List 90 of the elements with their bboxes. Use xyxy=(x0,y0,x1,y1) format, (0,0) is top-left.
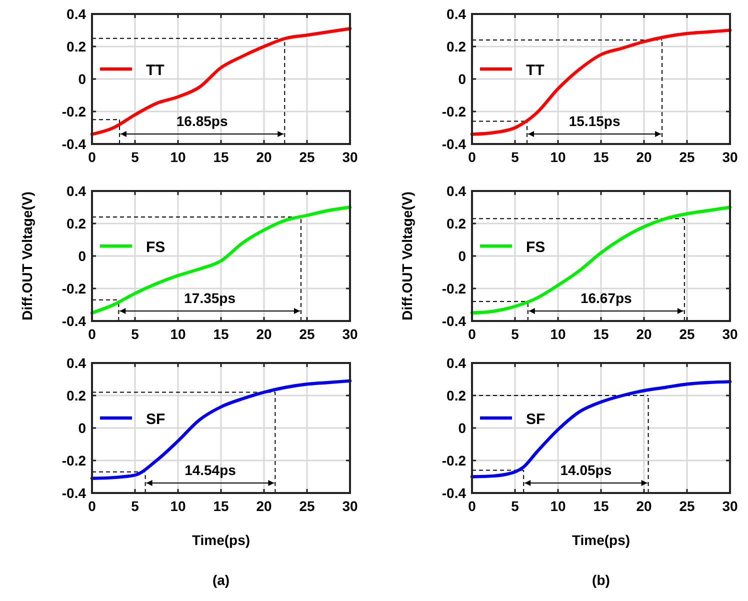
annotation: 16.67ps xyxy=(580,290,632,306)
x-tick-label: 5 xyxy=(131,326,140,342)
x-tick-label: 15 xyxy=(213,326,229,342)
x-axis-title: Time(ps) xyxy=(572,532,630,548)
x-tick-label: 25 xyxy=(299,149,315,165)
y-tick-label: -0.4 xyxy=(62,313,86,329)
x-tick-label: 0 xyxy=(468,149,476,165)
y-tick-label: -0.4 xyxy=(62,485,86,501)
x-tick-label: 10 xyxy=(550,498,566,514)
x-tick-label: 15 xyxy=(593,326,609,342)
y-tick-label: 0 xyxy=(78,71,86,87)
text: (a) xyxy=(212,572,230,588)
x-tick-label: 25 xyxy=(679,149,695,165)
x-tick-label: 20 xyxy=(636,326,652,342)
x-tick-label: 20 xyxy=(256,498,272,514)
y-tick-label: -0.2 xyxy=(62,452,86,468)
x-tick-label: 0 xyxy=(468,326,476,342)
x-tick-label: 25 xyxy=(679,326,695,342)
x-tick-label: 0 xyxy=(468,498,476,514)
y-tick-label: 0.4 xyxy=(66,6,86,22)
x-tick-label: 0 xyxy=(88,326,96,342)
x-tick-label: 20 xyxy=(256,149,272,165)
annotation: 14.54ps xyxy=(184,462,236,478)
x-tick-label: 5 xyxy=(511,149,520,165)
x-axis-title: Time(ps) xyxy=(192,532,250,548)
x-tick-label: 30 xyxy=(342,149,358,165)
x-tick-label: 30 xyxy=(342,326,358,342)
y-tick-label: -0.4 xyxy=(442,485,466,501)
y-tick-label: -0.2 xyxy=(62,104,86,120)
x-tick-label: 20 xyxy=(636,498,652,514)
y-tick-label: -0.2 xyxy=(442,452,466,468)
x-tick-label: 30 xyxy=(342,498,358,514)
x-tick-label: 30 xyxy=(722,149,738,165)
annotation: 15.15ps xyxy=(568,113,620,129)
y-tick-label: 0 xyxy=(458,248,466,264)
x-tick-label: 15 xyxy=(213,149,229,165)
x-tick-label: 15 xyxy=(593,149,609,165)
x-tick-label: 15 xyxy=(213,498,229,514)
y-tick-label: 0.4 xyxy=(446,183,466,199)
y-tick-label: -0.2 xyxy=(62,280,86,296)
annotation: 14.05ps xyxy=(560,462,612,478)
y-axis-title: Diff.OUT Voltage(V) xyxy=(19,192,35,320)
x-tick-label: 20 xyxy=(256,326,272,342)
y-tick-label: 0.2 xyxy=(446,388,466,404)
y-tick-label: 0 xyxy=(78,420,86,436)
y-tick-label: 0.2 xyxy=(446,216,466,232)
x-tick-label: 25 xyxy=(299,326,315,342)
x-tick-label: 10 xyxy=(550,149,566,165)
y-tick-label: -0.4 xyxy=(442,136,466,152)
x-tick-label: 10 xyxy=(170,326,186,342)
x-tick-label: 5 xyxy=(131,498,140,514)
y-tick-label: 0 xyxy=(458,420,466,436)
y-axis-title: Diff.OUT Voltage(V) xyxy=(399,192,415,320)
y-tick-label: -0.2 xyxy=(442,104,466,120)
text: (b) xyxy=(592,572,610,588)
y-tick-label: -0.2 xyxy=(442,280,466,296)
y-tick-label: -0.4 xyxy=(442,313,466,329)
x-tick-label: 5 xyxy=(511,498,520,514)
x-tick-label: 25 xyxy=(299,498,315,514)
x-tick-label: 0 xyxy=(88,149,96,165)
y-tick-label: 0.4 xyxy=(446,355,466,371)
x-tick-label: 5 xyxy=(131,149,140,165)
y-tick-label: 0.2 xyxy=(446,38,466,54)
x-tick-label: 25 xyxy=(679,498,695,514)
x-tick-label: 30 xyxy=(722,498,738,514)
y-tick-label: 0.4 xyxy=(66,183,86,199)
x-tick-label: 10 xyxy=(170,498,186,514)
legend-label: SF xyxy=(146,411,166,428)
y-tick-label: 0.2 xyxy=(66,38,86,54)
x-tick-label: 10 xyxy=(170,149,186,165)
legend-label: FS xyxy=(526,239,546,256)
y-tick-label: 0.4 xyxy=(66,355,86,371)
legend-label: SF xyxy=(526,411,546,428)
x-tick-label: 10 xyxy=(550,326,566,342)
y-tick-label: 0.4 xyxy=(446,6,466,22)
x-tick-label: 20 xyxy=(636,149,652,165)
y-tick-label: 0 xyxy=(78,248,86,264)
y-tick-label: 0.2 xyxy=(66,388,86,404)
annotation: 16.85ps xyxy=(176,113,228,129)
x-tick-label: 5 xyxy=(511,326,520,342)
y-tick-label: 0.2 xyxy=(66,216,86,232)
x-tick-label: 0 xyxy=(88,498,96,514)
y-tick-label: 0 xyxy=(458,71,466,87)
annotation: 17.35ps xyxy=(184,290,236,306)
x-tick-label: 30 xyxy=(722,326,738,342)
legend-label: TT xyxy=(526,62,544,79)
legend-label: FS xyxy=(146,239,166,256)
y-tick-label: -0.4 xyxy=(62,136,86,152)
x-tick-label: 15 xyxy=(593,498,609,514)
legend-label: TT xyxy=(146,62,164,79)
